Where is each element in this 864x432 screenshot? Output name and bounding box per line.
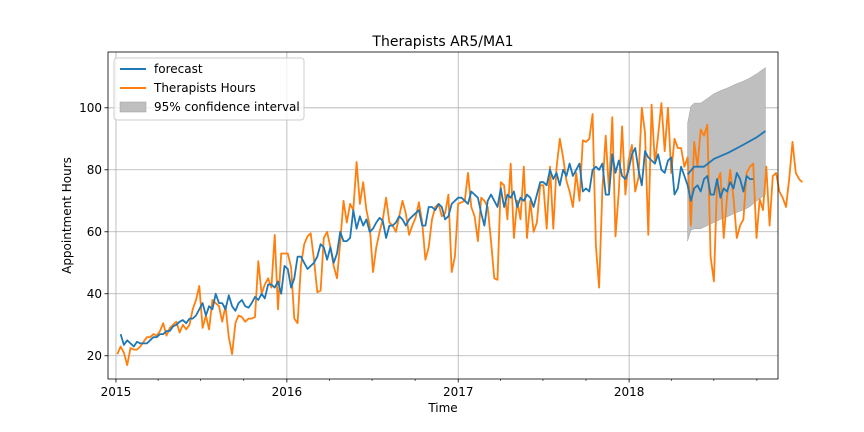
legend-label-actual: Therapists Hours [153, 81, 256, 95]
series-layer [116, 102, 803, 367]
series-line-actual [116, 102, 803, 367]
x-axis-label: Time [427, 401, 457, 415]
x-tick-label: 2016 [272, 385, 303, 399]
series-line-forecast-future [686, 130, 766, 175]
x-tick-label: 2018 [614, 385, 645, 399]
legend-swatch-confidence [119, 101, 147, 113]
ticks-layer: 2015 2016 2017 2018 20 40 60 80 100 [79, 101, 758, 399]
y-axis-label: Appointment Hours [60, 157, 74, 274]
chart-title: Therapists AR5/MA1 [371, 34, 513, 50]
series-line-forecast [119, 147, 754, 348]
grid [108, 52, 778, 379]
y-tick-label: 100 [79, 101, 102, 115]
legend: forecast Therapists Hours 95% confidence… [113, 57, 305, 121]
y-tick-label: 20 [87, 349, 102, 363]
y-tick-label: 80 [87, 163, 102, 177]
legend-label-confidence: 95% confidence interval [154, 100, 300, 114]
legend-box [113, 57, 305, 121]
axes-frame [107, 51, 779, 380]
x-tick-label: 2015 [101, 385, 132, 399]
y-tick-label: 40 [87, 287, 102, 301]
x-tick-label: 2017 [443, 385, 474, 399]
legend-label-forecast: forecast [154, 62, 203, 76]
y-tick-label: 60 [87, 225, 102, 239]
